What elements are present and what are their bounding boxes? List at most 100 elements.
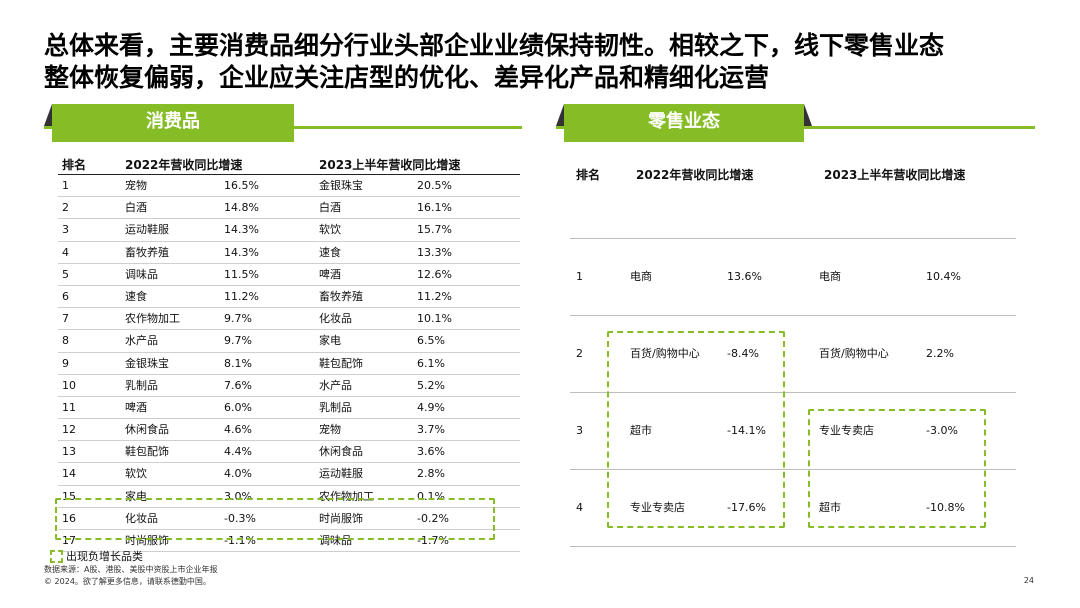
growth-2022-cell: 14.3% [224, 245, 259, 259]
title-line-2: 整体恢复偏弱，企业应关注店型的优化、差异化产品和精细化运营 [44, 63, 770, 92]
growth-2023h1-cell: 11.2% [417, 289, 452, 303]
industry-2022-cell: 鞋包配饰 [125, 445, 169, 459]
industry-2022-cell: 运动鞋服 [125, 223, 169, 237]
growth-2023h1-cell: 2.2% [926, 347, 954, 360]
growth-2023h1-cell: 2.8% [417, 467, 445, 481]
header-2022: 2022年营收同比增速 [125, 158, 243, 172]
format-2022-cell: 专业专卖店 [630, 501, 685, 514]
left-section-tab: 消费品 [52, 104, 294, 142]
industry-2023h1-cell: 速食 [319, 245, 341, 259]
growth-2023h1-cell: 20.5% [417, 179, 452, 192]
header-2023h1: 2023上半年营收同比增速 [319, 158, 461, 172]
growth-2023h1-cell: 10.4% [926, 270, 961, 283]
copyright: © 2024。欲了解更多信息，请联系德勤中国。 [44, 577, 211, 586]
rank-cell: 2 [62, 201, 69, 215]
right-negative-highlight-2022 [607, 331, 785, 528]
title-line-1: 总体来看，主要消费品细分行业头部企业业绩保持韧性。相较之下，线下零售业态 [44, 31, 945, 60]
industry-2022-cell: 农作物加工 [125, 312, 180, 326]
table-row: 12 休闲食品 4.6% 宠物 3.7% [58, 419, 520, 442]
industry-2022-cell: 白酒 [125, 201, 147, 215]
rank-cell: 8 [62, 334, 69, 348]
header-spacer [570, 192, 1016, 239]
table-row: 11 啤酒 6.0% 乳制品 4.9% [58, 397, 520, 420]
growth-2023h1-cell: -0.2% [417, 511, 449, 525]
table-row: 9 金银珠宝 8.1% 鞋包配饰 6.1% [58, 353, 520, 375]
rank-cell: 7 [62, 312, 69, 326]
growth-2022-cell: 6.0% [224, 400, 252, 414]
table-row: 4 专业专卖店 -17.6% 超市 -10.8% [570, 470, 1016, 547]
rank-cell: 4 [576, 501, 583, 514]
growth-2023h1-cell: 13.3% [417, 245, 452, 259]
dashed-box-icon [50, 549, 63, 563]
industry-2022-cell: 时尚服饰 [125, 534, 169, 547]
legend-label: 出现负增长品类 [66, 550, 143, 563]
industry-2022-cell: 软饮 [125, 467, 147, 481]
rank-cell: 6 [62, 289, 69, 303]
growth-2023h1-cell: 15.7% [417, 223, 452, 237]
growth-2022-cell: 8.1% [224, 356, 252, 370]
rank-cell: 4 [62, 245, 69, 259]
growth-2022-cell: 4.6% [224, 423, 252, 437]
growth-2023h1-cell: 4.9% [417, 400, 445, 414]
table-header: 排名 2022年营收同比增速 2023上半年营收同比增速 [58, 154, 520, 175]
industry-2023h1-cell: 化妆品 [319, 312, 352, 326]
industry-2023h1-cell: 家电 [319, 334, 341, 348]
industry-2023h1-cell: 金银珠宝 [319, 179, 363, 192]
growth-2022-cell: 11.2% [224, 289, 259, 303]
industry-2022-cell: 畜牧养殖 [125, 245, 169, 259]
rank-cell: 3 [62, 223, 69, 237]
table-row: 1 宠物 16.5% 金银珠宝 20.5% [58, 175, 520, 198]
table-row: 8 水产品 9.7% 家电 6.5% [58, 330, 520, 353]
growth-2023h1-cell: -1.7% [417, 534, 449, 547]
header-rank: 排名 [62, 158, 87, 172]
growth-2023h1-cell: 10.1% [417, 312, 452, 326]
rank-cell: 9 [62, 356, 69, 370]
growth-2022-cell: 11.5% [224, 267, 259, 281]
industry-2022-cell: 速食 [125, 289, 147, 303]
industry-2022-cell: 宠物 [125, 179, 147, 192]
industry-2023h1-cell: 运动鞋服 [319, 467, 363, 481]
left-tab-corner [44, 104, 52, 126]
rank-cell: 17 [62, 534, 76, 547]
table-row: 2 白酒 14.8% 白酒 16.1% [58, 197, 520, 220]
table-row: 3 超市 -14.1% 专业专卖店 -3.0% [570, 393, 1016, 470]
industry-2023h1-cell: 啤酒 [319, 267, 341, 281]
page-title: 总体来看，主要消费品细分行业头部企业业绩保持韧性。相较之下，线下零售业态 整体恢… [44, 30, 1054, 94]
industry-2023h1-cell: 宠物 [319, 423, 341, 437]
right-section-tab: 零售业态 [564, 104, 804, 142]
format-2023h1-cell: 专业专卖店 [819, 424, 874, 437]
table-row: 13 鞋包配饰 4.4% 休闲食品 3.6% [58, 441, 520, 464]
growth-2023h1-cell: 16.1% [417, 201, 452, 215]
growth-2022-cell: 9.7% [224, 312, 252, 326]
format-2023h1-cell: 电商 [819, 270, 841, 283]
industry-2023h1-cell: 乳制品 [319, 400, 352, 414]
industry-2022-cell: 水产品 [125, 334, 158, 348]
industry-2022-cell: 啤酒 [125, 400, 147, 414]
rank-cell: 16 [62, 511, 76, 525]
growth-2023h1-cell: -3.0% [926, 424, 958, 437]
industry-2023h1-cell: 鞋包配饰 [319, 356, 363, 370]
growth-2022-cell: -17.6% [727, 501, 766, 514]
industry-2023h1-cell: 畜牧养殖 [319, 289, 363, 303]
format-2022-cell: 超市 [630, 424, 652, 437]
format-2022-cell: 电商 [630, 270, 652, 283]
growth-2022-cell: 14.3% [224, 223, 259, 237]
growth-2023h1-cell: -10.8% [926, 501, 965, 514]
legend: 出现负增长品类 [50, 548, 143, 564]
growth-2022-cell: 9.7% [224, 334, 252, 348]
table-row: 3 运动鞋服 14.3% 软饮 15.7% [58, 219, 520, 242]
table-row: 14 软饮 4.0% 运动鞋服 2.8% [58, 463, 520, 486]
left-negative-highlight [55, 498, 495, 540]
industry-2022-cell: 调味品 [125, 267, 158, 281]
format-2023h1-cell: 超市 [819, 501, 841, 514]
growth-2022-cell: 14.8% [224, 201, 259, 215]
industry-2023h1-cell: 休闲食品 [319, 445, 363, 459]
growth-2023h1-cell: 6.1% [417, 356, 445, 370]
growth-2022-cell: -8.4% [727, 347, 759, 360]
rank-cell: 1 [62, 179, 69, 192]
table-row: 5 调味品 11.5% 啤酒 12.6% [58, 264, 520, 286]
growth-2022-cell: 4.4% [224, 445, 252, 459]
consumer-goods-table: 排名 2022年营收同比增速 2023上半年营收同比增速 1 宠物 16.5% 金银珠… [58, 154, 520, 553]
rank-cell: 2 [576, 347, 583, 360]
table-row: 7 农作物加工 9.7% 化妆品 10.1% [58, 308, 520, 331]
